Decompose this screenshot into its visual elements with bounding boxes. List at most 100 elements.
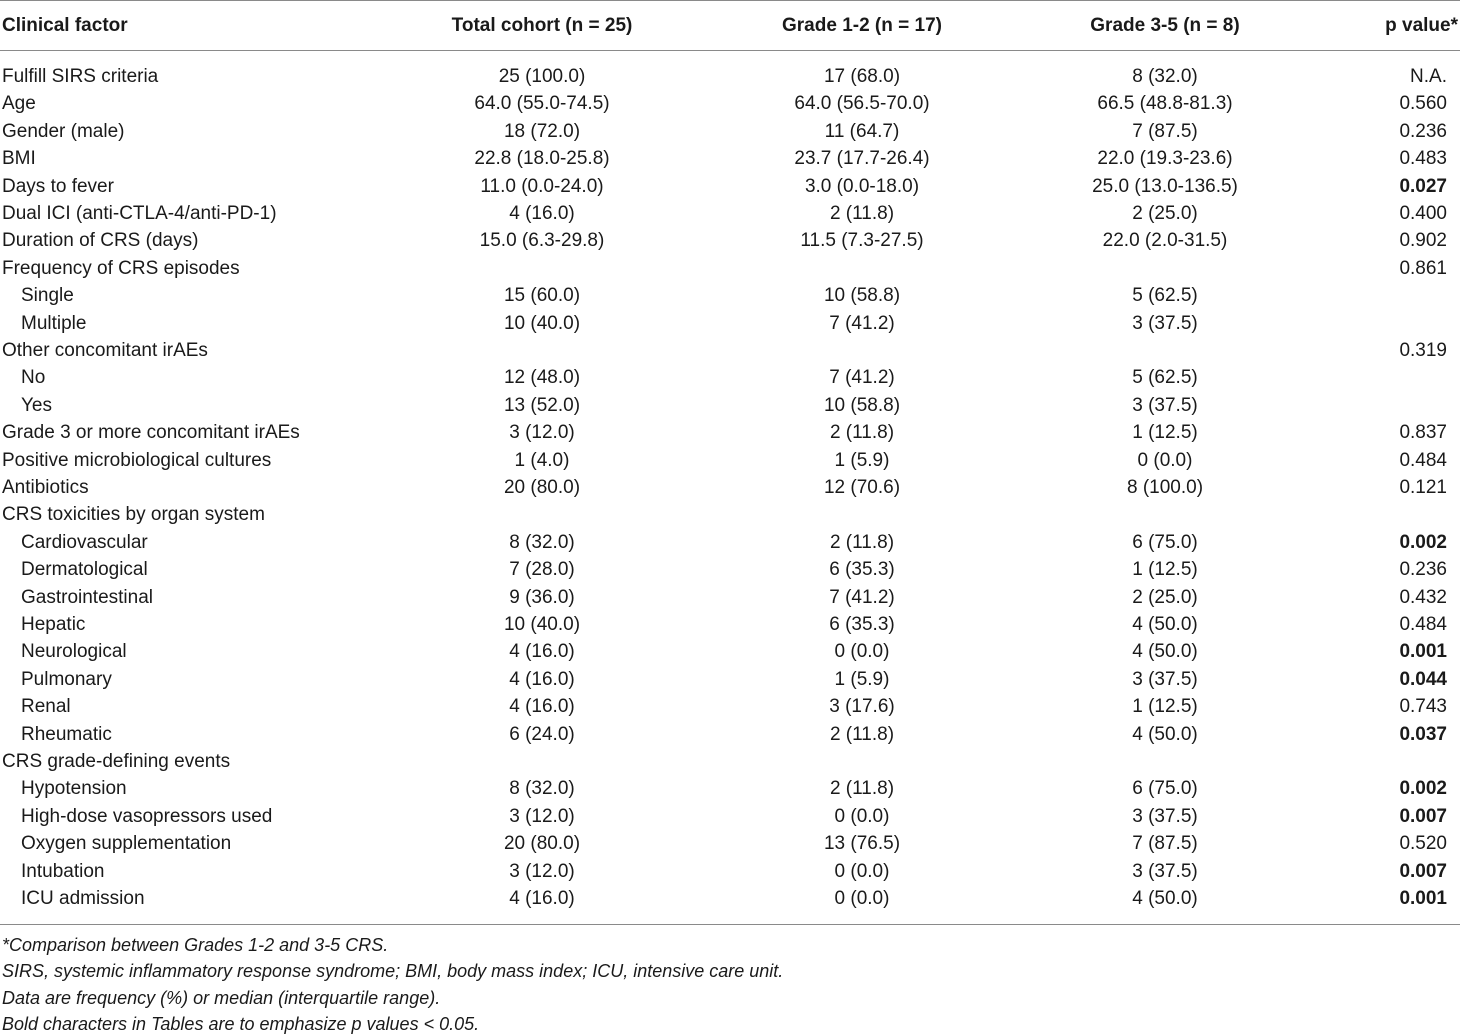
cell-grade-1-2: 11 (64.7) [824, 120, 900, 142]
cell-total-cohort: 10 (40.0) [503, 614, 581, 635]
cell-grade-1-2: 0 (0.0) [834, 641, 890, 663]
cell-p-value: 0.044 [1399, 668, 1447, 690]
cell-grade-3-5: 6 (75.0) [1132, 531, 1198, 553]
cell-p-value: 0.002 [1399, 531, 1447, 553]
row-label: High-dose vasopressors used [21, 805, 273, 827]
table-row: Pulmonary 4 (16.0) 1 (5.9) 3 (37.5) 0.044 [0, 666, 1460, 693]
cell-grade-3-5: 6 (75.0) [1132, 778, 1198, 800]
cell-total-cohort: 64.0 (55.0-74.5) [474, 93, 610, 115]
table-row: CRS grade-defining events [0, 748, 1460, 775]
cell-grade-1-2: 0 (0.0) [834, 805, 890, 827]
row-label: Intubation [21, 860, 105, 882]
table-row: Dermatological 7 (28.0) 6 (35.3) 1 (12.5) 0.… [0, 556, 1460, 583]
cell-p-value: 0.837 [1399, 422, 1447, 444]
cell-total-cohort: 20 (80.0) [503, 477, 581, 498]
cell-grade-1-2: 10 (58.8) [823, 394, 901, 416]
cell-p-value: 0.001 [1399, 888, 1447, 909]
cell-p-value: 0.236 [1399, 120, 1447, 142]
row-label: CRS toxicities by organ system [2, 504, 265, 526]
row-label: Fulfill SIRS criteria [2, 66, 159, 87]
cell-grade-1-2: 7 (41.2) [829, 312, 895, 334]
row-label: Hepatic [21, 614, 86, 635]
cell-p-value: 0.743 [1399, 696, 1447, 718]
cell-grade-3-5: 3 (37.5) [1132, 860, 1198, 882]
cell-grade-1-2: 1 (5.9) [834, 668, 890, 690]
row-label: Hypotension [21, 778, 127, 800]
row-label: CRS grade-defining events [2, 751, 231, 772]
header-grade-1-2: Grade 1-2 (n = 17) [782, 15, 942, 36]
cell-grade-1-2: 2 (11.8) [829, 422, 895, 444]
footnote: SIRS, systemic inflammatory response syn… [2, 961, 784, 982]
cell-grade-1-2: 0 (0.0) [834, 860, 890, 882]
cell-total-cohort: 10 (40.0) [503, 312, 581, 334]
row-label: Age [2, 93, 36, 115]
table-top-rule [0, 0, 1460, 1]
table-row: Single 15 (60.0) 10 (58.8) 5 (62.5) [0, 282, 1460, 309]
cell-grade-3-5: 5 (62.5) [1132, 285, 1198, 307]
table-row: No 12 (48.0) 7 (41.2) 5 (62.5) [0, 364, 1460, 391]
cell-total-cohort: 4 (16.0) [509, 696, 575, 718]
cell-grade-1-2: 3.0 (0.0-18.0) [804, 175, 920, 197]
table-header-row: Clinical factor Total cohort (n = 25) Gr… [0, 12, 1460, 39]
cell-total-cohort: 25 (100.0) [498, 66, 586, 87]
cell-p-value: 0.121 [1399, 477, 1447, 498]
header-total-cohort: Total cohort (n = 25) [451, 15, 633, 36]
table-row: Yes 13 (52.0) 10 (58.8) 3 (37.5) [0, 392, 1460, 419]
table-row: Rheumatic 6 (24.0) 2 (11.8) 4 (50.0) 0.037 [0, 721, 1460, 748]
row-label: Gender (male) [2, 120, 125, 142]
row-label: Pulmonary [21, 668, 112, 690]
cell-p-value: 0.432 [1399, 586, 1447, 608]
cell-total-cohort: 15 (60.0) [503, 285, 581, 307]
table-row: Gastrointestinal 9 (36.0) 7 (41.2) 2 (25.0)… [0, 584, 1460, 611]
cell-grade-1-2: 12 (70.6) [823, 477, 901, 498]
row-label: Neurological [21, 641, 127, 663]
cell-total-cohort: 6 (24.0) [509, 723, 575, 745]
header-clinical-factor: Clinical factor [2, 15, 128, 36]
row-label: Oxygen supplementation [21, 833, 232, 855]
table-row: Intubation 3 (12.0) 0 (0.0) 3 (37.5) 0.007 [0, 858, 1460, 885]
cell-grade-1-2: 3 (17.6) [829, 696, 895, 718]
cell-p-value: 0.560 [1399, 93, 1447, 115]
cell-grade-3-5: 8 (100.0) [1126, 477, 1204, 498]
cell-total-cohort: 4 (16.0) [509, 641, 575, 663]
cell-grade-3-5: 4 (50.0) [1132, 723, 1198, 745]
cell-total-cohort: 20 (80.0) [503, 833, 581, 855]
cell-p-value: 0.027 [1399, 175, 1447, 197]
cell-grade-3-5: 1 (12.5) [1132, 696, 1198, 718]
cell-grade-1-2: 64.0 (56.5-70.0) [794, 93, 930, 115]
cell-total-cohort: 8 (32.0) [509, 531, 575, 553]
footnote: Data are frequency (%) or median (interq… [2, 987, 441, 1008]
cell-grade-1-2: 6 (35.3) [829, 614, 895, 635]
cell-p-value: N.A. [1410, 66, 1447, 87]
cell-grade-3-5: 66.5 (48.8-81.3) [1097, 93, 1233, 115]
table-row: Frequency of CRS episodes 0.861 [0, 255, 1460, 282]
table-header-rule [0, 50, 1460, 51]
table-row: Cardiovascular 8 (32.0) 2 (11.8) 6 (75.0) 0.… [0, 529, 1460, 556]
cell-grade-3-5: 2 (25.0) [1132, 203, 1198, 224]
table-row: Dual ICI (anti-CTLA-4/anti-PD-1) 4 (16.0)… [0, 200, 1460, 227]
row-label: BMI [2, 148, 36, 170]
cell-p-value: 0.007 [1399, 805, 1447, 827]
cell-grade-3-5: 3 (37.5) [1132, 668, 1198, 690]
row-label: ICU admission [21, 888, 145, 909]
row-label: Gastrointestinal [21, 586, 154, 608]
cell-p-value: 0.007 [1399, 860, 1447, 882]
table-row: Neurological 4 (16.0) 0 (0.0) 4 (50.0) 0.001 [0, 638, 1460, 665]
cell-grade-1-2: 13 (76.5) [823, 833, 901, 855]
cell-grade-1-2: 2 (11.8) [829, 723, 895, 745]
header-p-value: p value* [1385, 15, 1458, 36]
cell-grade-3-5: 5 (62.5) [1132, 367, 1198, 389]
table-row: Hepatic 10 (40.0) 6 (35.3) 4 (50.0) 0.484 [0, 611, 1460, 638]
cell-grade-3-5: 22.0 (19.3-23.6) [1097, 148, 1233, 170]
cell-p-value: 0.483 [1399, 148, 1447, 170]
cell-total-cohort: 3 (12.0) [509, 860, 575, 882]
cell-total-cohort: 3 (12.0) [509, 422, 575, 444]
row-label: Cardiovascular [21, 531, 148, 553]
table-row: BMI 22.8 (18.0-25.8) 23.7 (17.7-26.4) 22.0 … [0, 145, 1460, 172]
table-row: CRS toxicities by organ system [0, 501, 1460, 528]
cell-p-value: 0.001 [1399, 641, 1447, 663]
row-label: Antibiotics [2, 477, 89, 498]
table-row: Multiple 10 (40.0) 7 (41.2) 3 (37.5) [0, 310, 1460, 337]
row-label: Positive microbiological cultures [2, 449, 272, 471]
